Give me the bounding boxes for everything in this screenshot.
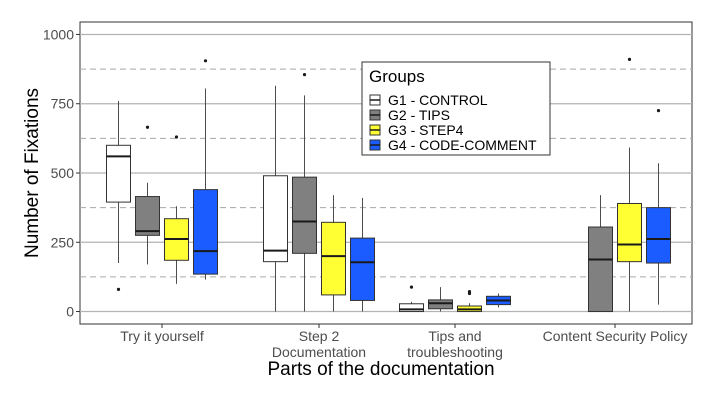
x-tick-label: Step 2 xyxy=(299,328,340,344)
y-tick-label: 750 xyxy=(51,96,75,112)
box-2-2 xyxy=(292,176,317,254)
x-tick-label: Try it yourself xyxy=(120,328,204,344)
outlier-point xyxy=(174,135,179,139)
legend-label-3: G3 - STEP4 xyxy=(388,122,464,138)
y-tick-label: 1000 xyxy=(43,26,74,42)
legend-label-1: G1 - CONTROL xyxy=(388,92,488,108)
outlier-point xyxy=(203,59,208,63)
box-2-3 xyxy=(428,299,453,310)
outlier-point xyxy=(145,125,150,129)
x-tick-label: Content Security Policy xyxy=(543,328,688,344)
box-1-2 xyxy=(263,175,288,263)
x-tick-label: troubleshooting xyxy=(407,344,503,360)
y-tick-label: 0 xyxy=(66,304,74,320)
box-1-1 xyxy=(106,144,131,203)
legend-title: Groups xyxy=(369,67,425,86)
y-tick-label: 250 xyxy=(51,234,75,250)
legend-box xyxy=(361,61,551,156)
outlier-point xyxy=(302,73,307,77)
outlier-point xyxy=(409,285,414,289)
box-4-2 xyxy=(350,237,375,301)
outlier-point xyxy=(627,57,632,62)
x-tick-label: Tips and xyxy=(428,328,481,344)
x-tick-label: Documentation xyxy=(272,344,366,360)
box-2-4 xyxy=(588,226,613,313)
y-tick-label: 500 xyxy=(51,165,75,181)
box-4-1 xyxy=(193,189,218,275)
box-3-4 xyxy=(617,202,642,263)
x-axis-title: Parts of the documentation xyxy=(267,359,494,380)
outlier-point xyxy=(656,109,661,113)
box-1-3 xyxy=(399,303,424,313)
legend-label-4: G4 - CODE-COMMENT xyxy=(388,137,537,153)
outlier-point xyxy=(116,287,121,291)
box-2-1 xyxy=(135,196,160,236)
y-axis-title: Number of Fixations xyxy=(22,88,43,258)
box-3-2 xyxy=(321,221,346,296)
outlier-point xyxy=(467,289,472,294)
legend-label-2: G2 - TIPS xyxy=(388,107,450,123)
box-4-4 xyxy=(646,207,671,264)
